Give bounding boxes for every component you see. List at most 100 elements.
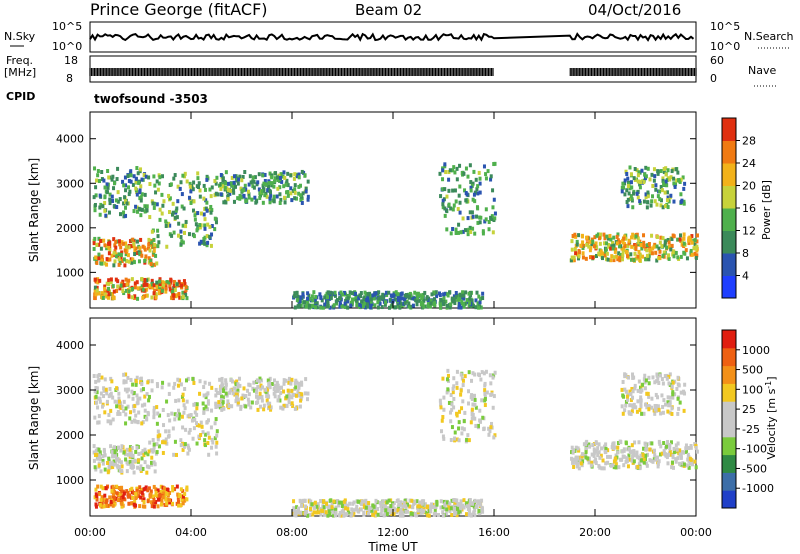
echo-cell	[297, 172, 301, 177]
echo-cell	[463, 374, 467, 379]
echo-cell	[109, 465, 113, 470]
echo-cell	[340, 304, 344, 309]
echo-cell	[304, 186, 308, 191]
echo-cell	[144, 450, 148, 455]
echo-cell	[646, 166, 650, 171]
echo-cell	[176, 499, 180, 504]
echo-cell	[298, 299, 302, 304]
echo-cell	[93, 415, 97, 420]
echo-cell	[267, 184, 271, 189]
echo-cell	[487, 426, 491, 431]
echo-cell	[188, 413, 192, 418]
echo-cell	[634, 234, 638, 239]
echo-cell	[198, 194, 202, 199]
echo-cell	[315, 301, 319, 306]
echo-cell	[150, 500, 154, 505]
echo-cell	[677, 178, 681, 183]
echo-cell	[106, 470, 110, 475]
echo-cell	[452, 298, 456, 303]
echo-cell	[446, 373, 450, 378]
echo-cell	[641, 254, 645, 259]
echo-cell	[690, 234, 694, 239]
echo-cell	[132, 209, 136, 214]
echo-cell	[105, 246, 109, 251]
echo-cell	[124, 205, 128, 210]
echo-cell	[143, 460, 147, 465]
echo-cell	[278, 185, 282, 190]
echo-cell	[464, 198, 468, 203]
echo-cell	[117, 486, 121, 491]
echo-cell	[656, 455, 660, 460]
echo-cell	[95, 242, 99, 247]
echo-cell	[178, 295, 182, 300]
echo-cell	[170, 411, 174, 416]
echo-cell	[173, 287, 177, 292]
echo-cell	[443, 206, 447, 211]
echo-cell	[198, 241, 202, 246]
echo-cell	[408, 498, 412, 503]
echo-cell	[192, 208, 196, 213]
echo-cell	[615, 254, 619, 259]
echo-cell	[306, 391, 310, 396]
echo-cell	[103, 286, 107, 291]
echo-cell	[154, 493, 158, 498]
velocity-heatmap	[92, 368, 699, 518]
echo-cell	[154, 295, 158, 300]
echo-cell	[663, 374, 667, 379]
echo-cell	[662, 451, 666, 456]
echo-cell	[481, 291, 485, 296]
echo-cell	[299, 499, 303, 504]
echo-cell	[693, 459, 697, 464]
echo-cell	[221, 395, 225, 400]
echo-cell	[612, 235, 616, 240]
echo-cell	[178, 282, 182, 287]
echo-cell	[464, 290, 468, 295]
echo-cell	[156, 384, 160, 389]
echo-cell	[102, 394, 106, 399]
echo-cell	[357, 302, 361, 307]
echo-cell	[590, 452, 594, 457]
echo-cell	[152, 283, 156, 288]
echo-cell	[570, 239, 574, 244]
echo-cell	[142, 453, 146, 458]
echo-cell	[430, 502, 434, 507]
echo-cell	[155, 284, 159, 289]
echo-cell	[205, 243, 209, 248]
echo-cell	[658, 240, 662, 245]
echo-cell	[662, 449, 666, 454]
echo-cell	[667, 381, 671, 386]
echo-cell	[672, 249, 676, 254]
echo-cell	[654, 183, 658, 188]
echo-cell	[156, 411, 160, 416]
echo-cell	[153, 242, 157, 247]
colorbar-tick-label: 100	[742, 383, 763, 396]
echo-cell	[272, 194, 276, 199]
echo-cell	[136, 397, 140, 402]
echo-cell	[321, 508, 325, 513]
echo-cell	[171, 426, 175, 431]
echo-cell	[399, 507, 403, 512]
echo-cell	[647, 404, 651, 409]
echo-cell	[598, 455, 602, 460]
echo-cell	[440, 429, 444, 434]
echo-cell	[584, 450, 588, 455]
echo-cell	[643, 386, 647, 391]
echo-cell	[179, 487, 183, 492]
echo-cell	[278, 192, 282, 197]
echo-cell	[301, 292, 305, 297]
echo-cell	[269, 181, 273, 186]
echo-cell	[588, 255, 592, 260]
echo-cell	[240, 396, 244, 401]
echo-cell	[606, 448, 610, 453]
echo-cell	[217, 400, 221, 405]
echo-cell	[302, 498, 306, 503]
echo-cell	[627, 447, 631, 452]
echo-cell	[167, 193, 171, 198]
echo-cell	[202, 393, 206, 398]
echo-cell	[275, 388, 279, 393]
echo-cell	[112, 498, 116, 503]
echo-cell	[147, 246, 151, 251]
echo-cell	[118, 286, 122, 291]
echo-cell	[475, 504, 479, 509]
echo-cell	[362, 504, 366, 509]
